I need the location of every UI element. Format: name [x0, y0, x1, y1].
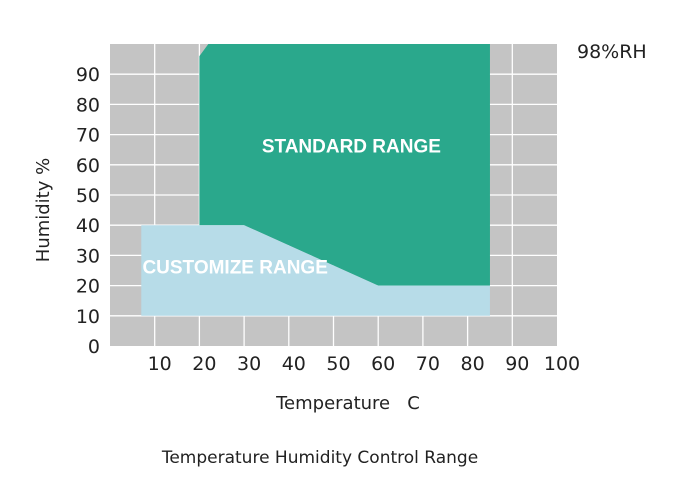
- y-tick-label: 60: [76, 155, 100, 177]
- y-tick-label: 0: [88, 336, 100, 358]
- y-tick-label: 80: [76, 94, 100, 116]
- customize-range-label: CUSTOMIZE RANGE: [142, 258, 327, 279]
- standard-range-label: STANDARD RANGE: [262, 137, 441, 158]
- chart-caption: Temperature Humidity Control Range: [161, 448, 479, 468]
- y-tick-label: 90: [76, 64, 100, 86]
- x-tick-label: 30: [237, 353, 261, 375]
- x-tick-labels: 10 20 30 40 50 60 70 80 90 100: [148, 353, 581, 375]
- y-axis-label: Humidity %: [33, 158, 54, 262]
- x-tick-label: 50: [326, 353, 350, 375]
- humidity-temperature-chart: STANDARD RANGE CUSTOMIZE RANGE 10 20 30 40 50…: [33, 41, 647, 414]
- x-tick-label: 40: [282, 353, 306, 375]
- y-tick-labels: 0 10 20 30 40 50 60 70 80 90: [76, 64, 100, 358]
- region-layer: [141, 44, 490, 316]
- region-label-layer: STANDARD RANGE CUSTOMIZE RANGE: [142, 137, 440, 279]
- max-humidity-label: 98%RH: [577, 41, 647, 63]
- y-tick-label: 20: [76, 276, 100, 298]
- x-tick-label: 80: [461, 353, 485, 375]
- x-tick-label: 90: [505, 353, 529, 375]
- x-axis-label: Temperature C: [275, 393, 420, 414]
- x-tick-label: 100: [544, 353, 580, 375]
- y-tick-label: 10: [76, 306, 100, 328]
- customize-range-region: [141, 225, 490, 316]
- y-tick-label: 30: [76, 245, 100, 267]
- x-tick-label: 60: [371, 353, 395, 375]
- standard-range-region: [199, 44, 490, 286]
- x-tick-label: 20: [192, 353, 216, 375]
- y-tick-label: 70: [76, 125, 100, 147]
- y-tick-label: 50: [76, 185, 100, 207]
- x-tick-label: 70: [416, 353, 440, 375]
- y-tick-label: 40: [76, 215, 100, 237]
- x-tick-label: 10: [148, 353, 172, 375]
